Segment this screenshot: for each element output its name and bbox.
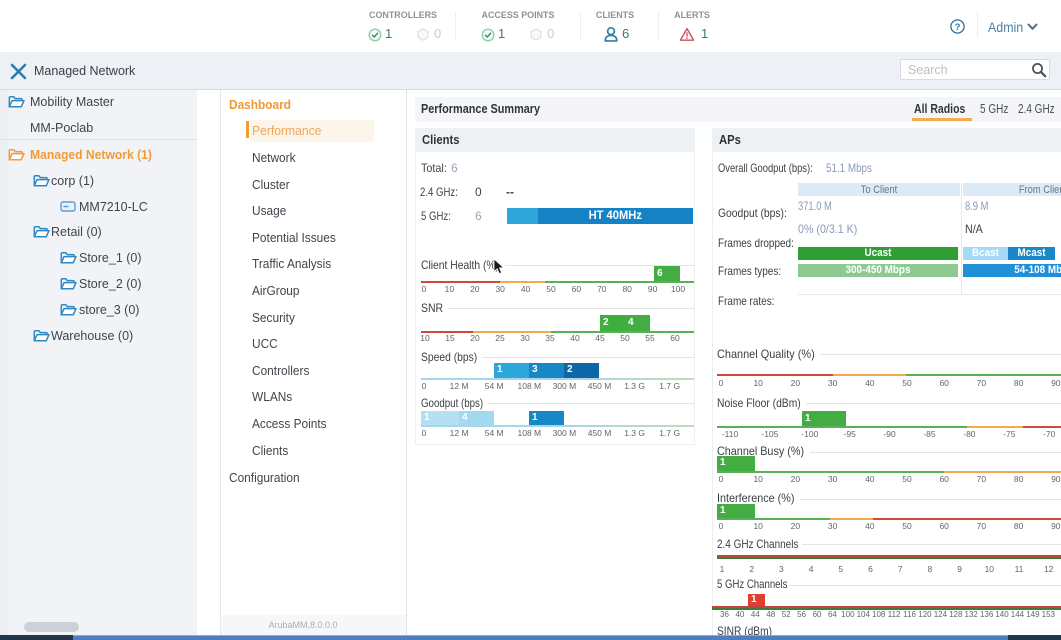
svg-text:?: ? [955,22,961,33]
